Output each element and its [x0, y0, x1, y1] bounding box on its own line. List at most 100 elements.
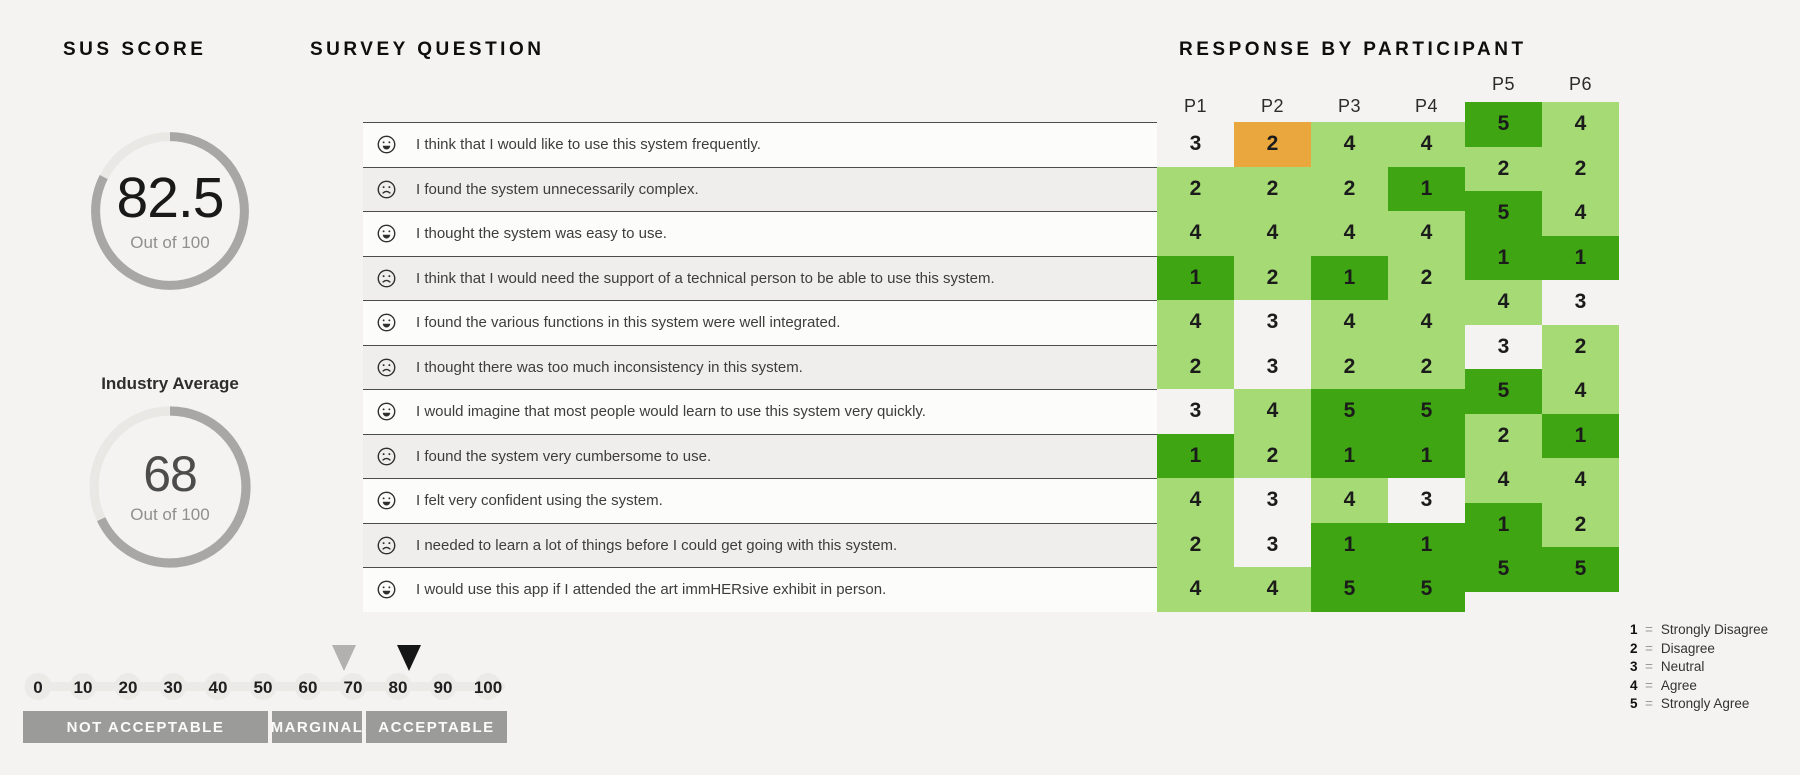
response-cell: 5 [1311, 389, 1388, 434]
question-row: I thought there was too much inconsisten… [363, 344, 1157, 389]
participant-header-p5: P5 [1491, 74, 1516, 94]
question-row: I think that I would need the support of… [363, 255, 1157, 300]
sad-face-icon [377, 536, 396, 555]
question-text: I found the system unnecessarily complex… [416, 180, 699, 198]
response-cell: 2 [1311, 344, 1388, 389]
response-cell: 5 [1388, 389, 1465, 434]
legend-value: 4 [1630, 677, 1638, 693]
survey-question-heading: SURVEY QUESTION [310, 39, 545, 60]
response-cell: 2 [1542, 324, 1619, 369]
question-row: I would imagine that most people would l… [363, 389, 1157, 434]
response-cell: 2 [1157, 522, 1234, 567]
response-cell: 1 [1311, 433, 1388, 478]
scale-tick-chip [114, 673, 142, 700]
question-row: I found the various functions in this sy… [363, 300, 1157, 345]
response-cell: 5 [1465, 547, 1542, 592]
legend-value: 2 [1630, 640, 1638, 656]
industry-average-label: Industry Average [101, 374, 239, 393]
scale-band-not-acceptable: NOT ACCEPTABLE [23, 711, 268, 743]
response-cell: 3 [1574, 290, 1587, 314]
legend-value: 5 [1630, 696, 1638, 711]
response-cell: 5 [1542, 547, 1619, 592]
happy-face-icon [377, 313, 396, 332]
response-cell: 4 [1234, 567, 1311, 612]
question-text: I think that I would need the support of… [416, 269, 995, 287]
response-cell: 4 [1388, 122, 1465, 167]
industry-average-value: 68 [143, 446, 198, 502]
question-text: I thought the system was easy to use. [416, 225, 667, 243]
response-cell: 4 [1311, 300, 1388, 345]
sad-face-icon [377, 358, 396, 377]
response-cell: 1 [1388, 522, 1465, 567]
question-text: I found the various functions in this sy… [416, 314, 841, 332]
sad-face-icon [377, 269, 396, 288]
response-cell: 2 [1157, 166, 1234, 211]
sus-score-marker [397, 645, 422, 671]
equals-sign: = [1645, 677, 1653, 693]
scale-tick-label: 80 [388, 678, 408, 697]
response-cell: 3 [1266, 310, 1279, 334]
response-cell: 2 [1157, 344, 1234, 389]
response-cell: 3 [1266, 354, 1279, 378]
equals-sign: = [1645, 659, 1653, 674]
happy-face-icon [377, 135, 396, 154]
sus-score-caption: Out of 100 [130, 232, 210, 252]
response-cell: 4 [1157, 211, 1234, 256]
legend-row: 3 = Neutral [1630, 659, 1768, 678]
participant-header-p2: P2 [1260, 96, 1285, 116]
legend-row: 1 = Strongly Disagree [1630, 622, 1768, 641]
response-cell: 2 [1388, 255, 1465, 300]
scale-tick-chip [204, 673, 232, 700]
question-text: I needed to learn a lot of things before… [416, 536, 898, 554]
response-cell: 1 [1157, 255, 1234, 300]
response-cell: 5 [1465, 191, 1542, 236]
scale-tick-label: 0 [33, 678, 43, 697]
response-cell: 3 [1420, 488, 1433, 512]
question-row: I think that I would like to use this sy… [363, 122, 1157, 167]
participant-header-p6: P6 [1568, 74, 1593, 94]
response-cell: 4 [1157, 300, 1234, 345]
response-cell: 2 [1388, 344, 1465, 389]
response-cell: 4 [1311, 122, 1388, 167]
sus-score-value: 82.5 [116, 165, 225, 230]
scale-tick-chip [474, 673, 502, 700]
legend-value: 1 [1630, 622, 1638, 637]
response-cell: 1 [1388, 166, 1465, 211]
scale-tick-chip [339, 673, 367, 700]
participant-header-p4: P4 [1414, 96, 1439, 116]
response-cell: 5 [1388, 567, 1465, 612]
scale-tick-label: 60 [298, 678, 318, 697]
scale-tick-label: 20 [118, 678, 138, 697]
legend-row: 4 = Agree [1630, 678, 1768, 697]
participant-header-p3: P3 [1337, 96, 1362, 116]
equals-sign: = [1645, 640, 1653, 656]
scale-tick-label: 40 [208, 678, 228, 697]
question-text: I would imagine that most people would l… [416, 403, 926, 421]
response-cell: 4 [1388, 211, 1465, 256]
response-cell: 2 [1465, 146, 1542, 191]
response-cell: 5 [1311, 567, 1388, 612]
response-cell: 3 [1266, 532, 1279, 556]
response-cell: 3 [1266, 488, 1279, 512]
scale-tick-chip [429, 673, 457, 700]
sad-face-icon [377, 447, 396, 466]
scale-tick-label: 30 [163, 678, 183, 697]
response-cell: 2 [1234, 122, 1311, 167]
sad-face-icon [377, 180, 396, 199]
response-cell: 2 [1234, 166, 1311, 211]
question-row: I thought the system was easy to use. [363, 211, 1157, 256]
scale-tick-label: 90 [433, 678, 453, 697]
sus-score-gauge: 82.5 Out of 100 [77, 118, 263, 304]
response-cell: 2 [1465, 413, 1542, 458]
question-row: I felt very confident using the system. [363, 478, 1157, 523]
acceptability-scale: 0 10 20 30 40 50 60 70 80 90 100 NOT ACCEPTABLE MARG… [23, 640, 507, 750]
sus-score-ring-icon [91, 132, 249, 290]
response-legend: 1 = Strongly Disagree 2 = Disagree 3 = Neutral 4 =… [1630, 622, 1768, 715]
response-cell: 2 [1234, 255, 1311, 300]
scale-tick-chip [249, 673, 277, 700]
response-cell: 4 [1465, 280, 1542, 325]
question-row: I needed to learn a lot of things before… [363, 522, 1157, 567]
happy-face-icon [377, 402, 396, 421]
industry-average-caption: Out of 100 [130, 505, 210, 524]
scale-tick-chip [24, 673, 52, 700]
